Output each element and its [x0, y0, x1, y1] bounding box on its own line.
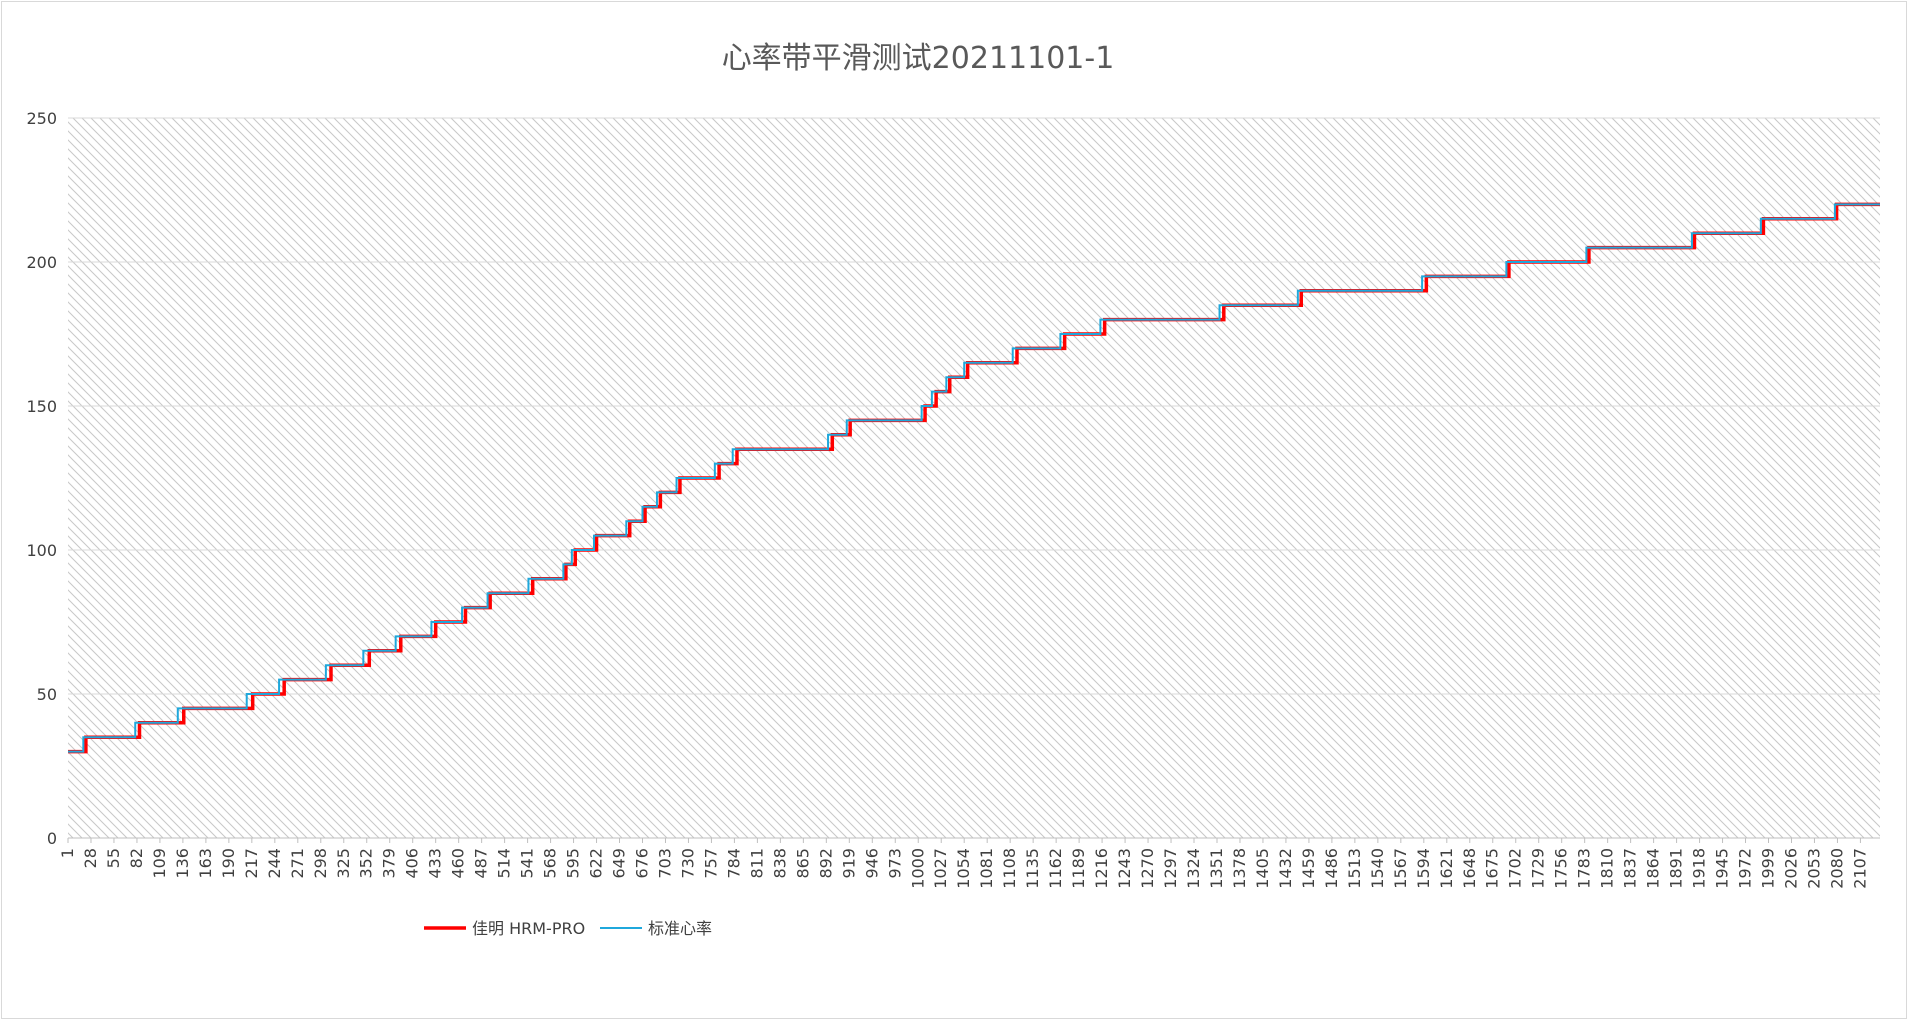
x-tick-label: 1675	[1483, 848, 1502, 889]
x-tick-label: 109	[150, 848, 169, 879]
x-tick-label: 838	[770, 848, 789, 879]
x-tick-label: 352	[357, 848, 376, 879]
x-tick-label: 406	[403, 848, 422, 879]
x-tick-label: 568	[541, 848, 560, 879]
x-tick-label: 1405	[1253, 848, 1272, 889]
x-tick-label: 1324	[1184, 848, 1203, 889]
x-tick-label: 1756	[1552, 848, 1571, 889]
chart-title: 心率带平滑测试20211101-1	[722, 41, 1115, 76]
x-tick-label: 1837	[1621, 848, 1640, 889]
x-tick-label: 1243	[1115, 848, 1134, 889]
x-tick-label: 730	[678, 848, 697, 879]
x-tick-label: 1972	[1736, 848, 1755, 889]
x-tick-label: 460	[449, 848, 468, 879]
x-tick-label: 271	[288, 848, 307, 879]
x-tick-label: 514	[495, 848, 514, 879]
plot-area	[68, 118, 1880, 838]
x-tick-label: 811	[747, 848, 766, 879]
y-tick-label: 250	[26, 109, 57, 128]
x-tick-label: 1027	[931, 848, 950, 889]
x-tick-label: 136	[173, 848, 192, 879]
x-tick-label: 649	[610, 848, 629, 879]
x-tick-label: 217	[242, 848, 261, 879]
x-tick-label: 1270	[1138, 848, 1157, 889]
legend-label-1: 标准心率	[648, 919, 712, 938]
x-tick-label: 1864	[1644, 848, 1663, 889]
x-tick-label: 1162	[1046, 848, 1065, 889]
x-tick-label: 622	[587, 848, 606, 879]
x-tick-label: 298	[311, 848, 330, 879]
x-tick-label: 1810	[1598, 848, 1617, 889]
x-tick-label: 1999	[1759, 848, 1778, 889]
x-tick-label: 1216	[1092, 848, 1111, 889]
x-tick-label: 1594	[1414, 848, 1433, 889]
x-tick-label: 1459	[1299, 848, 1318, 889]
y-tick-label: 0	[47, 829, 57, 848]
x-tick-label: 1891	[1667, 848, 1686, 889]
x-tick-label: 325	[334, 848, 353, 879]
x-tick-label: 2080	[1827, 848, 1846, 889]
x-tick-label: 1648	[1460, 848, 1479, 889]
x-tick-label: 244	[265, 848, 284, 879]
x-tick-label: 2026	[1781, 848, 1800, 889]
x-tick-label: 784	[724, 848, 743, 879]
x-tick-label: 433	[426, 848, 445, 879]
legend-label-0: 佳明 HRM-PRO	[472, 919, 585, 938]
x-tick-label: 1540	[1368, 848, 1387, 889]
y-tick-label: 100	[26, 541, 57, 560]
x-tick-label: 28	[81, 848, 100, 868]
x-tick-label: 1621	[1437, 848, 1456, 889]
x-tick-label: 1378	[1230, 848, 1249, 889]
x-tick-label: 55	[104, 848, 123, 868]
x-tick-label: 2053	[1804, 848, 1823, 889]
legend: 佳明 HRM-PRO 标准心率	[424, 919, 712, 938]
x-tick-label: 1108	[1000, 848, 1019, 889]
x-tick-label: 919	[839, 848, 858, 879]
x-tick-label: 1486	[1322, 848, 1341, 889]
x-tick-label: 973	[885, 848, 904, 879]
series-lines	[68, 202, 1880, 754]
x-tick-label: 865	[793, 848, 812, 879]
x-tick-label: 1000	[908, 848, 927, 889]
x-tick-label: 1189	[1069, 848, 1088, 889]
x-tick-label: 1432	[1276, 848, 1295, 889]
y-tick-label: 200	[26, 253, 57, 272]
x-tick-label: 1135	[1023, 848, 1042, 889]
x-tick-label: 1945	[1713, 848, 1732, 889]
x-tick-label: 487	[472, 848, 491, 879]
x-tick-label: 1918	[1690, 848, 1709, 889]
x-tick-label: 1297	[1161, 848, 1180, 889]
x-tick-label: 1081	[977, 848, 996, 889]
x-tick-label: 379	[380, 848, 399, 879]
x-tick-label: 1513	[1345, 848, 1364, 889]
y-tick-label: 50	[37, 685, 57, 704]
x-tick-label: 2107	[1850, 848, 1869, 889]
x-tick-label: 1783	[1575, 848, 1594, 889]
x-tick-label: 1351	[1207, 848, 1226, 889]
x-tick-label: 1567	[1391, 848, 1410, 889]
x-tick-label: 1	[58, 848, 77, 858]
series-line-1	[68, 203, 1880, 753]
x-tick-label: 1054	[954, 848, 973, 889]
x-tick-label: 757	[701, 848, 720, 879]
x-tick-label: 190	[219, 848, 238, 879]
x-tick-label: 1729	[1529, 848, 1548, 889]
x-tick-label: 541	[518, 848, 537, 879]
x-tick-label: 946	[862, 848, 881, 879]
y-tick-label: 150	[26, 397, 57, 416]
x-tick-label: 1702	[1506, 848, 1525, 889]
x-tick-label: 163	[196, 848, 215, 879]
x-tick-label: 703	[655, 848, 674, 879]
x-tick-label: 595	[564, 848, 583, 879]
x-tick-label: 82	[127, 848, 146, 868]
x-tick-label: 892	[816, 848, 835, 879]
x-tick-label: 676	[632, 848, 651, 879]
axes: 0 50 100 150 200 250 1 28 55 82 109 136 163 190 217 244…	[26, 109, 1880, 889]
